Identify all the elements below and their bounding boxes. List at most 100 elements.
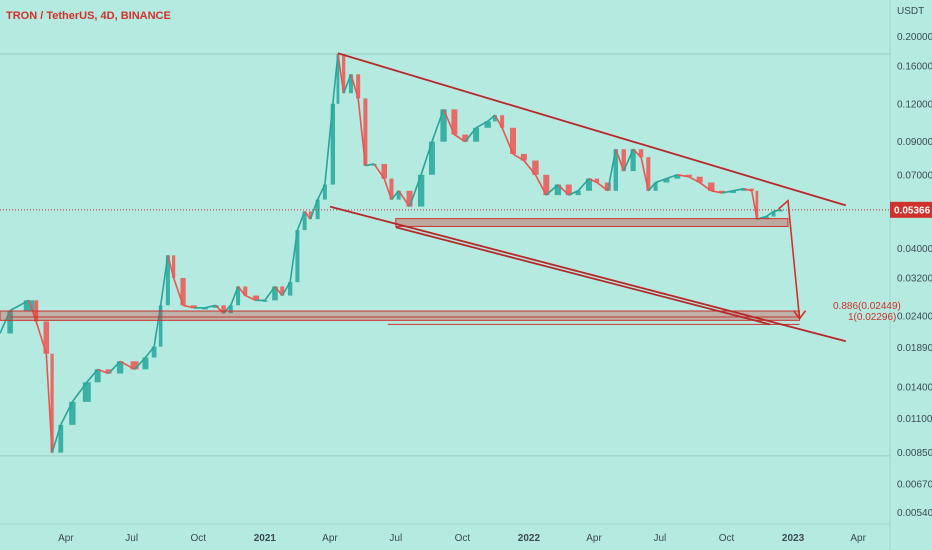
support-zone (0, 310, 801, 321)
candle-body (356, 74, 361, 99)
candle-body (749, 188, 754, 191)
price-tick-label: 0.20000 (897, 32, 932, 43)
price-axis[interactable]: USDT 0.20000 0.16000 0.12000 0.09000 0.07000 0… (890, 6, 932, 519)
price-tick-label: 0.00850 (897, 448, 932, 459)
time-tick-label: Oct (455, 533, 471, 544)
candle-body (228, 305, 233, 314)
candle-body (740, 188, 747, 191)
candle-body (663, 178, 670, 183)
price-tick-label: 0.16000 (897, 61, 932, 72)
time-tick-label: Apr (58, 533, 74, 544)
candle-body (613, 149, 618, 191)
projection-path (778, 199, 801, 319)
candle-body (440, 109, 447, 142)
resistance-zone (395, 218, 789, 227)
time-tick-label: 2023 (782, 533, 805, 544)
price-tick-label: 0.12000 (897, 99, 932, 110)
candle-body (302, 211, 307, 231)
fib-label-1: 1(0.02296) (848, 312, 896, 323)
candle-body (594, 178, 600, 183)
candle-body (381, 163, 388, 179)
candle-body (322, 184, 327, 200)
candle-body (116, 361, 124, 374)
fib-label-0886: 0.886(0.02449) (833, 301, 901, 312)
candle-body (554, 184, 562, 196)
candle-body (630, 149, 636, 172)
time-tick-label: Oct (719, 533, 735, 544)
candle-body (428, 141, 435, 175)
candle-body (638, 149, 644, 158)
candle-body (315, 199, 320, 220)
candle-body (771, 211, 776, 217)
price-axis-unit: USDT (897, 6, 924, 17)
time-tick-label: Jul (125, 533, 138, 544)
time-axis[interactable]: Apr Jul Oct 2021 Apr Jul Oct 2022 Apr Jul Oct 2023 A… (58, 533, 867, 544)
candle-body (396, 190, 401, 200)
candle-body (130, 361, 139, 370)
candle-body (94, 369, 101, 383)
candle-body (406, 190, 413, 207)
candle-body (50, 353, 54, 453)
candle-body (253, 295, 260, 301)
candle-body (729, 190, 736, 193)
price-tick-label: 0.04000 (897, 244, 932, 255)
candle-body (43, 321, 50, 354)
candle-body (685, 174, 693, 177)
candle-body (280, 286, 285, 296)
candle-body (389, 178, 394, 200)
candle-body (151, 346, 157, 358)
candle-body (336, 54, 340, 104)
chart-title: TRON / TetherUS, 4D, BINANCE (6, 10, 171, 22)
candle-body (696, 176, 703, 183)
candle-body (653, 182, 658, 191)
candle-body (308, 211, 313, 220)
price-tick-label: 0.07000 (897, 170, 932, 181)
price-tick-label: 0.09000 (897, 137, 932, 148)
candle-body (212, 305, 219, 308)
candle-body (543, 174, 550, 196)
time-tick-label: Jul (389, 533, 402, 544)
candle-body (621, 149, 626, 172)
candle-body (565, 184, 572, 196)
price-tick-label: 0.00670 (897, 480, 932, 491)
candle-body (473, 127, 480, 142)
candle-body (172, 255, 176, 278)
candle-body (708, 182, 715, 191)
price-tick-label: 0.03200 (897, 273, 932, 284)
candle-body (462, 134, 469, 142)
candle-body (755, 190, 759, 220)
candle-body (7, 310, 13, 334)
price-tick-label: 0.01400 (897, 382, 932, 393)
candle-body (417, 174, 425, 207)
last-price-badge (890, 201, 932, 218)
channel-mid-line (395, 226, 771, 326)
grid (0, 53, 890, 457)
candle-body (484, 121, 491, 128)
time-tick-label: Apr (850, 533, 866, 544)
candle-body (510, 127, 517, 154)
candle-body (262, 300, 268, 302)
candle-body (69, 401, 76, 425)
time-tick-label: 2022 (518, 533, 541, 544)
candle-body (342, 54, 346, 94)
candle-body (719, 190, 726, 193)
candle-body (221, 305, 226, 314)
candle-body (295, 230, 300, 283)
annotations: 0.886(0.02449)1(0.02296) (0, 52, 901, 343)
candle-body (520, 153, 527, 161)
candle-body (778, 209, 783, 212)
candle-body (763, 216, 769, 220)
candle-body (586, 178, 592, 191)
last-price-label: 0.05366 (894, 205, 931, 216)
candle-body (165, 255, 170, 306)
candle-body (330, 103, 336, 185)
candle-body (201, 307, 208, 310)
candle-body (190, 305, 197, 308)
time-tick-label: 2021 (254, 533, 277, 544)
price-tick-label: 0.01890 (897, 343, 932, 354)
time-tick-label: Oct (190, 533, 206, 544)
candle-body (236, 286, 241, 306)
